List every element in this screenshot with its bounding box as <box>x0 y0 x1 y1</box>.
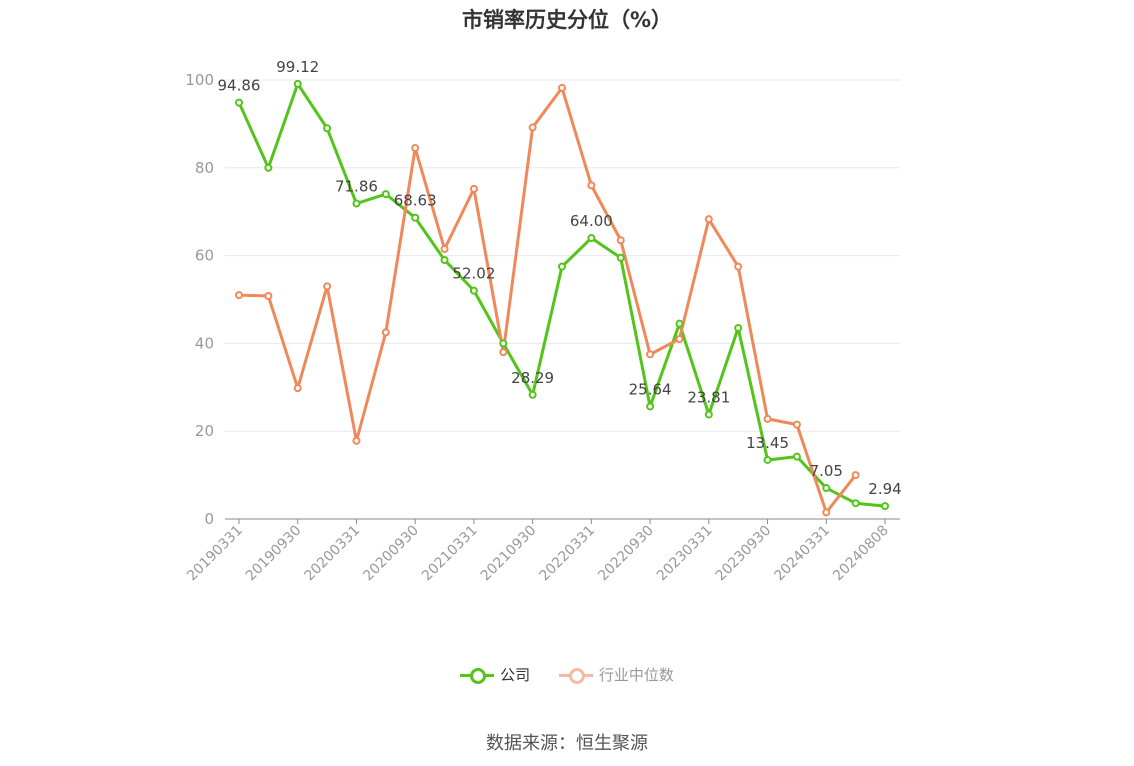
y-tick-label: 20 <box>195 422 214 440</box>
company-point <box>616 253 625 262</box>
data-label: 64.00 <box>570 212 613 230</box>
industry-point <box>411 144 420 153</box>
x-tick-label: 20240808 <box>830 523 892 585</box>
industry-point <box>646 350 655 359</box>
data-label: 52.02 <box>452 265 495 283</box>
x-tick-label: 20230331 <box>654 523 716 585</box>
x-tick-label: 20190930 <box>243 523 305 585</box>
industry-point <box>558 83 566 92</box>
data-source: 数据来源：恒生聚源 <box>486 733 648 754</box>
y-tick-label: 0 <box>204 510 214 528</box>
industry-point <box>323 282 332 291</box>
company-point <box>469 286 478 295</box>
company-point <box>264 163 273 172</box>
legend-industry-marker-icon <box>558 667 593 684</box>
data-label: 28.29 <box>511 369 554 387</box>
industry-point <box>264 291 273 300</box>
industry-point <box>763 414 772 423</box>
company-point <box>851 499 860 508</box>
y-tick-label: 40 <box>195 334 214 352</box>
company-point <box>558 262 566 271</box>
data-label: 25.64 <box>629 380 672 398</box>
industry-point <box>440 245 449 254</box>
industry-point <box>851 471 860 480</box>
x-tick-label: 20200930 <box>360 523 422 585</box>
legend-company-marker-icon <box>460 667 495 684</box>
data-labels: 94.86 99.12 71.86 68.63 52.02 28.29 64.00 25.64… <box>218 58 902 498</box>
series-points <box>235 79 889 517</box>
x-tick-label: 20200331 <box>302 523 364 585</box>
company-point <box>763 455 772 464</box>
data-label: 68.63 <box>394 192 437 210</box>
data-label: 99.12 <box>276 58 319 76</box>
company-point <box>587 234 596 243</box>
industry-point <box>235 291 243 300</box>
industry-point <box>587 181 596 190</box>
x-tick-label: 20240331 <box>771 523 833 585</box>
company-point <box>646 402 655 411</box>
x-tick-label: 20210331 <box>419 523 481 585</box>
industry-point <box>528 123 537 132</box>
data-label: 23.81 <box>687 388 730 406</box>
y-tick-label: 100 <box>185 71 214 89</box>
legend-item-company[interactable]: 公司 <box>460 664 530 685</box>
y-tick-label: 60 <box>195 247 214 265</box>
grid-lines <box>225 79 900 432</box>
chart-title: 市销率历史分位（%） <box>461 8 673 32</box>
industry-point <box>381 328 390 337</box>
company-point <box>881 502 889 511</box>
data-label: 13.45 <box>746 434 789 452</box>
x-tick-label: 20190331 <box>184 523 246 585</box>
y-tick-label: 80 <box>195 159 214 177</box>
company-point <box>293 79 302 88</box>
industry-point <box>352 436 361 445</box>
industry-point <box>293 384 302 393</box>
company-point <box>440 255 449 264</box>
company-point <box>528 390 537 399</box>
industry-point <box>499 348 508 357</box>
industry-point <box>616 236 625 245</box>
company-point <box>499 339 508 348</box>
industry-point <box>792 420 801 429</box>
data-label: 94.86 <box>218 77 261 95</box>
data-label: 71.86 <box>335 178 378 196</box>
industry-point <box>469 184 478 193</box>
industry-point <box>675 335 684 344</box>
company-point <box>675 319 684 328</box>
x-tick-label: 20220930 <box>595 523 657 585</box>
x-tick-label: 20220331 <box>536 523 598 585</box>
company-point <box>704 410 713 419</box>
company-point <box>792 452 801 461</box>
x-tick-label: 20230930 <box>713 523 775 585</box>
company-point <box>734 324 743 333</box>
industry-line <box>237 86 858 514</box>
legend-company-label: 公司 <box>500 666 531 684</box>
data-label: 7.05 <box>810 462 843 480</box>
legend-industry-label: 行业中位数 <box>598 666 674 684</box>
x-axis: 2019033120190930202003312020093020210331… <box>184 518 900 585</box>
company-point <box>381 190 390 199</box>
company-point <box>822 484 831 493</box>
company-point <box>323 124 332 133</box>
legend-item-industry[interactable]: 行业中位数 <box>558 664 674 685</box>
legend: 公司 行业中位数 <box>0 664 1134 687</box>
data-label: 2.94 <box>868 480 901 498</box>
company-point <box>411 213 420 222</box>
industry-point <box>822 508 831 517</box>
x-tick-label: 20210930 <box>478 523 540 585</box>
industry-point <box>734 262 743 271</box>
industry-point <box>704 215 713 224</box>
company-point <box>352 199 361 208</box>
company-point <box>235 98 243 107</box>
y-axis-ticks: 0 20 40 60 80 100 <box>185 71 214 528</box>
